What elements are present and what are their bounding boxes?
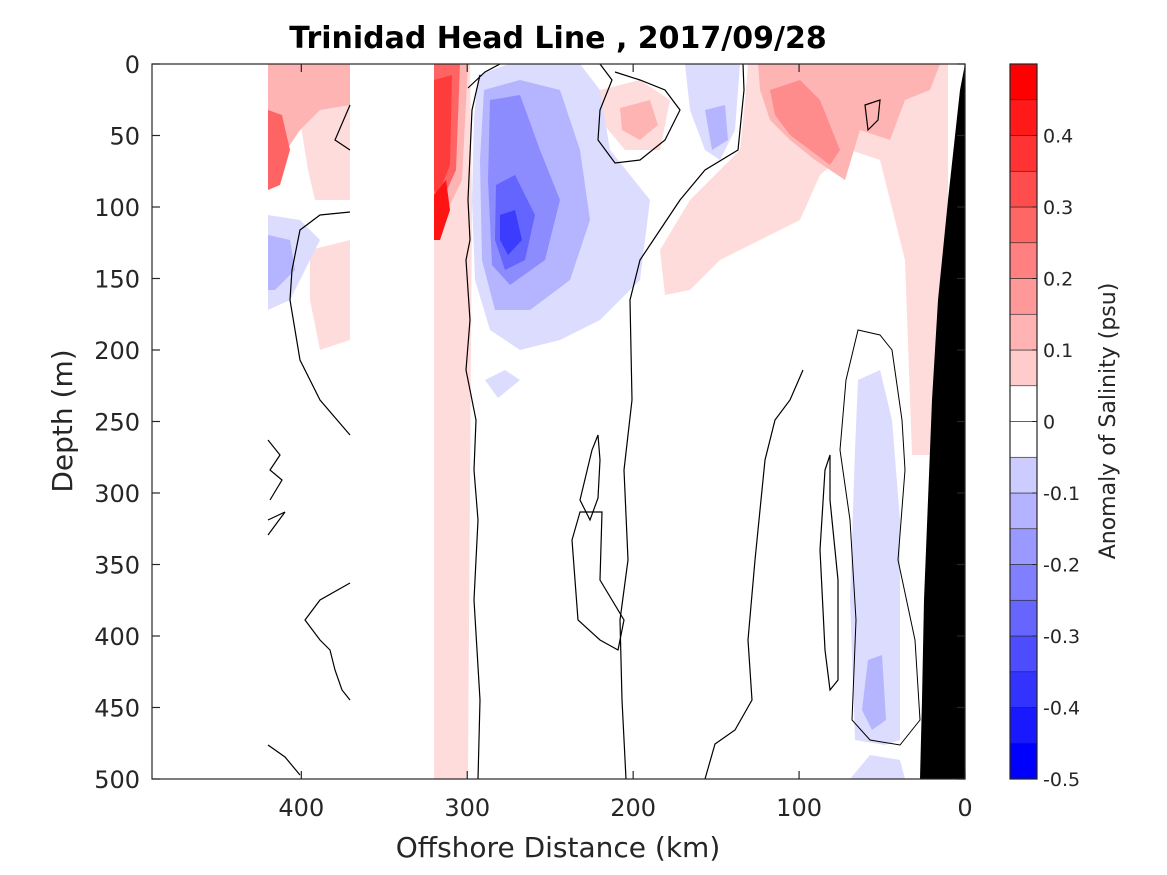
x-axis-label: Offshore Distance (km) — [396, 831, 721, 864]
negative-region-deep-50km — [850, 370, 900, 745]
colorbar-segment — [1009, 206, 1038, 244]
colorbar-segment — [1009, 492, 1038, 530]
y-tick-label: 400 — [94, 623, 140, 651]
colorbar-segment — [1009, 385, 1038, 422]
y-tick-label: 300 — [94, 480, 140, 508]
contour-line — [304, 582, 351, 701]
contour-line — [267, 439, 283, 501]
colorbar-segment — [1009, 671, 1038, 708]
negative-core-280km-peak — [500, 210, 522, 255]
colorbar-tick-label: 0.3 — [1043, 197, 1073, 219]
colorbar-segment — [1009, 170, 1038, 208]
y-axis-ticks: 0 50 100 150 200 250 300 350 400 450 500 — [94, 51, 965, 794]
negative-region-deep-50km-inner — [862, 655, 886, 730]
colorbar-tick-label: -0.2 — [1043, 555, 1080, 577]
x-axis-ticks: 400 300 200 100 0 — [278, 64, 973, 822]
positive-core-320km-peak — [434, 180, 450, 240]
colorbar-segment — [1009, 99, 1038, 136]
x-tick-label: 300 — [444, 794, 490, 822]
colorbar-segment — [1009, 63, 1038, 101]
y-tick-label: 350 — [94, 552, 140, 580]
colorbar-segment — [1009, 349, 1038, 387]
contour-line — [267, 511, 286, 536]
contour-line — [465, 74, 481, 779]
colorbar-segment — [1009, 564, 1038, 601]
positive-region-320km — [434, 64, 472, 779]
colorbar-tick-label: -0.1 — [1043, 483, 1080, 505]
positive-region-420km-mid — [268, 64, 350, 160]
contour-line — [289, 211, 351, 436]
colorbar-segment — [1009, 242, 1038, 279]
colorbar-segment — [1009, 313, 1038, 351]
chart-title: Trinidad Head Line , 2017/09/28 — [289, 21, 826, 56]
no-data-gap-central — [350, 64, 434, 779]
colorbar-tick-label: 0 — [1043, 412, 1055, 434]
colorbar-tick-label: 0.4 — [1043, 126, 1073, 148]
positive-region-nearshore — [660, 64, 948, 455]
contour-line — [819, 454, 839, 692]
contour-line — [864, 99, 881, 132]
colorbar-tick-label: -0.5 — [1043, 769, 1080, 791]
contour-line — [267, 744, 301, 776]
y-tick-label: 500 — [94, 766, 140, 794]
colorbar-segment — [1009, 599, 1038, 637]
positive-patch-150km-inner — [620, 100, 658, 140]
colorbar-segment — [1009, 635, 1038, 673]
colorbar-tick-label: 0.2 — [1043, 269, 1073, 291]
x-tick-label: 200 — [610, 794, 656, 822]
negative-patch-420km-inner — [268, 235, 295, 290]
colorbar-segment — [1009, 421, 1038, 458]
colorbar-tick-label: -0.3 — [1043, 626, 1080, 648]
colorbar-segment — [1009, 456, 1038, 494]
colorbar-label: Anomaly of Salinity (psu) — [1096, 283, 1121, 560]
colorbar-tick-label: -0.4 — [1043, 698, 1080, 720]
y-tick-label: 50 — [109, 123, 140, 151]
y-tick-label: 450 — [94, 695, 140, 723]
negative-patch-260km — [485, 370, 520, 398]
y-axis-label: Depth (m) — [46, 349, 79, 492]
x-tick-label: 0 — [957, 794, 972, 822]
colorbar-segment — [1009, 742, 1038, 780]
contour-line — [334, 104, 351, 151]
y-tick-label: 150 — [94, 266, 140, 294]
negative-region-upper-130km-inner — [705, 105, 728, 150]
bathymetry-seafloor — [920, 64, 965, 779]
contour-line — [571, 511, 625, 651]
colorbar: -0.5 -0.4 -0.3 -0.2 -0.1 0 0.1 0.2 0.3 0.4 — [1009, 63, 1080, 791]
colorbar-segment — [1009, 528, 1038, 565]
y-tick-label: 250 — [94, 409, 140, 437]
positive-region-420km-deep — [310, 240, 350, 350]
positive-core-nearshore — [770, 80, 840, 165]
colorbar-segment — [1009, 135, 1038, 172]
contour-line — [597, 64, 681, 164]
y-tick-label: 0 — [125, 51, 140, 79]
positive-core-320km — [434, 75, 452, 195]
y-tick-label: 100 — [94, 194, 140, 222]
zero-contour-lines — [267, 64, 921, 779]
colorbar-segment — [1009, 707, 1038, 744]
anomaly-contour-fills — [152, 64, 948, 779]
contour-line — [467, 64, 501, 89]
x-tick-label: 100 — [776, 794, 822, 822]
positive-core-420km — [268, 110, 290, 190]
contour-line — [704, 369, 804, 779]
y-tick-label: 200 — [94, 337, 140, 365]
negative-region-bottom — [850, 755, 905, 779]
x-tick-label: 400 — [278, 794, 324, 822]
colorbar-segment — [1009, 278, 1038, 315]
contour-line — [579, 434, 601, 522]
colorbar-tick-label: 0.1 — [1043, 340, 1073, 362]
no-data-gap-west — [152, 64, 268, 779]
contour-line — [619, 64, 745, 779]
contour-line — [839, 329, 921, 746]
